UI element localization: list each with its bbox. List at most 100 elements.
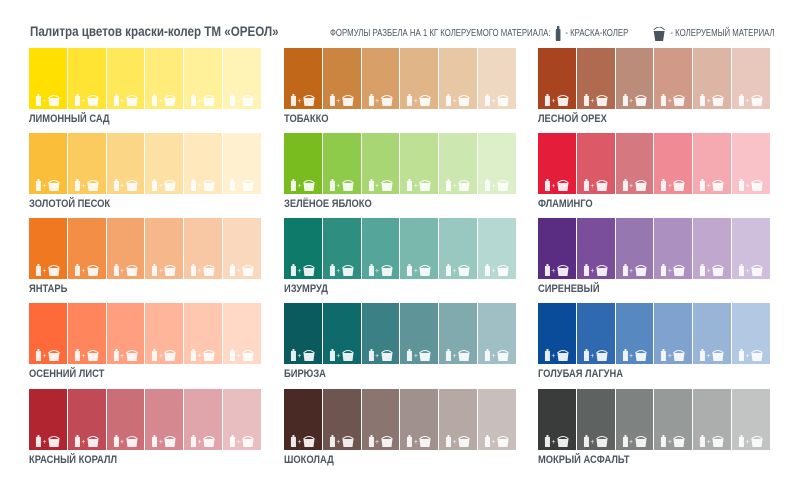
- color-swatch[interactable]: +: [478, 303, 516, 364]
- color-swatch[interactable]: +: [654, 48, 693, 109]
- color-swatch[interactable]: +: [106, 48, 145, 109]
- color-swatch[interactable]: +: [654, 218, 693, 279]
- color-swatch[interactable]: +: [184, 133, 223, 194]
- color-swatch[interactable]: +: [439, 303, 478, 364]
- color-swatch[interactable]: +: [284, 389, 322, 450]
- color-swatch[interactable]: +: [478, 389, 516, 450]
- color-swatch[interactable]: +: [145, 303, 184, 364]
- formula-icons: +: [446, 435, 471, 447]
- color-swatch[interactable]: +: [654, 133, 693, 194]
- color-swatch[interactable]: +: [145, 48, 184, 109]
- color-swatch[interactable]: +: [615, 133, 654, 194]
- color-swatch[interactable]: +: [322, 218, 361, 279]
- swatch-row: + + + + + +: [29, 303, 261, 364]
- color-swatch[interactable]: +: [400, 48, 439, 109]
- color-swatch[interactable]: +: [400, 303, 439, 364]
- color-swatch[interactable]: +: [693, 218, 732, 279]
- color-swatch[interactable]: +: [439, 218, 478, 279]
- color-swatch[interactable]: +: [29, 133, 67, 194]
- color-swatch[interactable]: +: [223, 303, 261, 364]
- color-swatch[interactable]: +: [322, 303, 361, 364]
- color-swatch[interactable]: +: [29, 303, 67, 364]
- color-swatch[interactable]: +: [576, 218, 615, 279]
- color-swatch[interactable]: +: [145, 389, 184, 450]
- color-swatch[interactable]: +: [184, 218, 223, 279]
- color-swatch[interactable]: +: [223, 218, 261, 279]
- color-swatch[interactable]: +: [145, 218, 184, 279]
- color-swatch[interactable]: +: [693, 48, 732, 109]
- color-swatch[interactable]: +: [106, 303, 145, 364]
- color-swatch[interactable]: +: [67, 218, 106, 279]
- color-swatch[interactable]: +: [67, 133, 106, 194]
- formula-icons: +: [446, 264, 471, 276]
- color-swatch[interactable]: +: [615, 218, 654, 279]
- color-swatch[interactable]: +: [284, 48, 322, 109]
- color-swatch[interactable]: +: [654, 303, 693, 364]
- color-swatch[interactable]: +: [223, 133, 261, 194]
- color-swatch[interactable]: +: [67, 389, 106, 450]
- color-swatch[interactable]: +: [29, 48, 67, 109]
- color-swatch[interactable]: +: [400, 389, 439, 450]
- color-swatch[interactable]: +: [478, 133, 516, 194]
- formula-icons: +: [622, 435, 647, 447]
- color-swatch[interactable]: +: [654, 389, 693, 450]
- color-swatch[interactable]: +: [439, 133, 478, 194]
- color-swatch[interactable]: +: [400, 218, 439, 279]
- color-swatch[interactable]: +: [439, 48, 478, 109]
- color-swatch[interactable]: +: [67, 303, 106, 364]
- color-swatch[interactable]: +: [732, 133, 770, 194]
- color-swatch[interactable]: +: [184, 303, 223, 364]
- bucket-icon: [380, 350, 393, 361]
- color-swatch[interactable]: +: [184, 48, 223, 109]
- color-swatch[interactable]: +: [361, 389, 400, 450]
- color-swatch[interactable]: +: [576, 303, 615, 364]
- color-swatch[interactable]: +: [538, 389, 576, 450]
- color-swatch[interactable]: +: [29, 218, 67, 279]
- color-swatch[interactable]: +: [145, 133, 184, 194]
- color-swatch[interactable]: +: [693, 303, 732, 364]
- formula-icons: +: [230, 94, 255, 106]
- color-swatch[interactable]: +: [693, 133, 732, 194]
- color-swatch[interactable]: +: [732, 48, 770, 109]
- color-swatch[interactable]: +: [67, 48, 106, 109]
- color-swatch[interactable]: +: [400, 133, 439, 194]
- color-swatch[interactable]: +: [322, 389, 361, 450]
- color-swatch[interactable]: +: [576, 389, 615, 450]
- color-swatch[interactable]: +: [29, 389, 67, 450]
- color-swatch[interactable]: +: [615, 48, 654, 109]
- color-swatch[interactable]: +: [322, 133, 361, 194]
- color-swatch[interactable]: +: [223, 389, 261, 450]
- color-swatch[interactable]: +: [478, 48, 516, 109]
- color-swatch[interactable]: +: [538, 303, 576, 364]
- color-swatch[interactable]: +: [693, 389, 732, 450]
- color-swatch[interactable]: +: [439, 389, 478, 450]
- formula-icons: +: [407, 435, 432, 447]
- color-swatch[interactable]: +: [361, 133, 400, 194]
- color-swatch[interactable]: +: [284, 133, 322, 194]
- color-swatch[interactable]: +: [538, 48, 576, 109]
- color-swatch[interactable]: +: [615, 303, 654, 364]
- color-swatch[interactable]: +: [576, 133, 615, 194]
- color-swatch[interactable]: +: [106, 218, 145, 279]
- color-swatch[interactable]: +: [576, 48, 615, 109]
- color-swatch[interactable]: +: [284, 218, 322, 279]
- color-swatch[interactable]: +: [732, 389, 770, 450]
- color-swatch[interactable]: +: [538, 133, 576, 194]
- color-swatch[interactable]: +: [732, 218, 770, 279]
- bucket-icon: [497, 265, 509, 276]
- color-swatch[interactable]: +: [361, 218, 400, 279]
- color-swatch[interactable]: +: [615, 389, 654, 450]
- bottle-icon: [583, 94, 589, 106]
- color-swatch[interactable]: +: [732, 303, 770, 364]
- color-swatch[interactable]: +: [361, 303, 400, 364]
- color-swatch[interactable]: +: [361, 48, 400, 109]
- color-swatch[interactable]: +: [106, 133, 145, 194]
- color-swatch[interactable]: +: [284, 303, 322, 364]
- color-swatch[interactable]: +: [184, 389, 223, 450]
- color-swatch[interactable]: +: [322, 48, 361, 109]
- bucket-icon: [48, 95, 60, 106]
- color-swatch[interactable]: +: [223, 48, 261, 109]
- color-swatch[interactable]: +: [478, 218, 516, 279]
- color-swatch[interactable]: +: [106, 389, 145, 450]
- color-swatch[interactable]: +: [538, 218, 576, 279]
